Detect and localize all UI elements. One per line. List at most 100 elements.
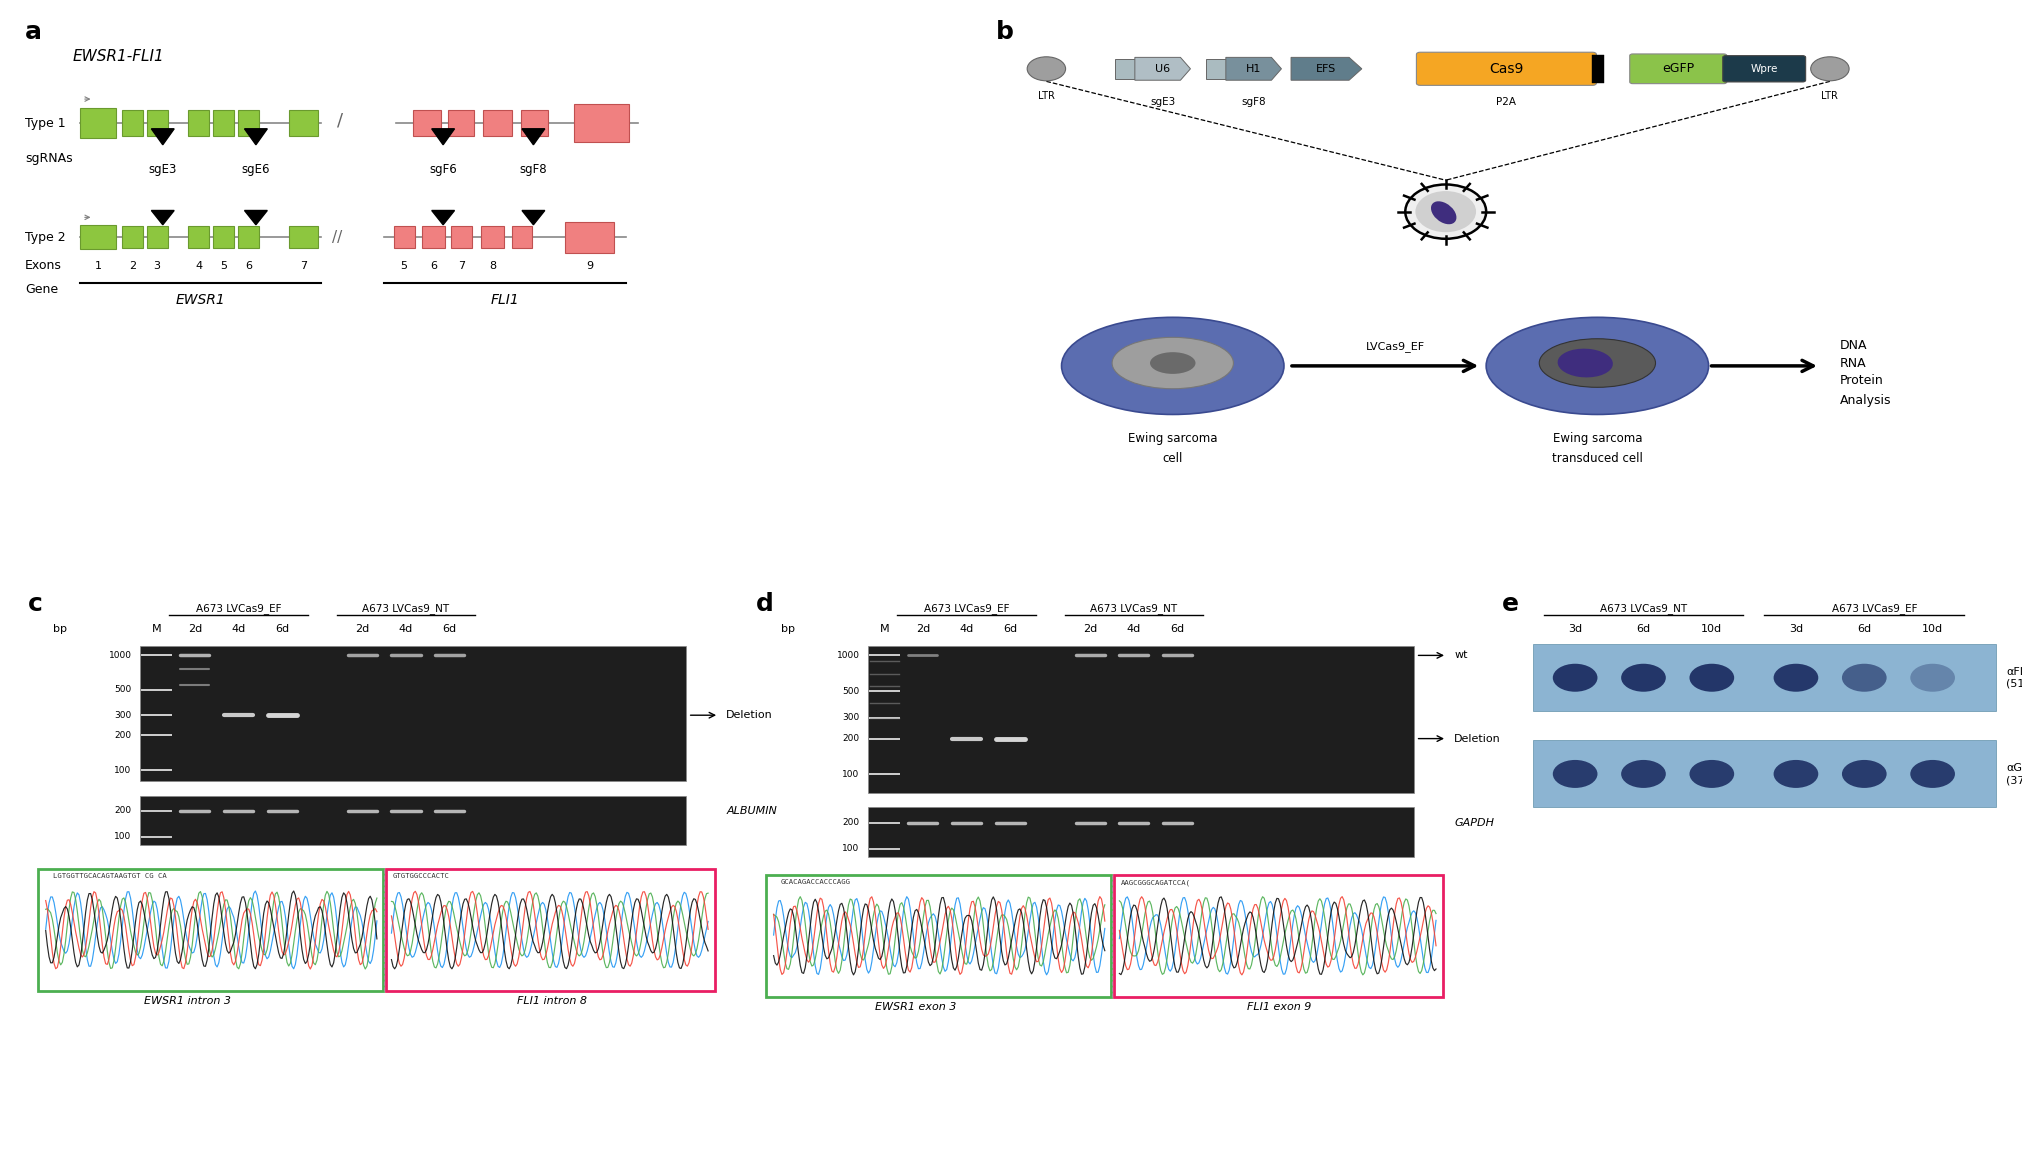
Text: eGFP: eGFP: [1662, 62, 1694, 76]
Text: 10d: 10d: [1701, 624, 1723, 634]
Text: H1: H1: [1246, 64, 1262, 73]
Bar: [140, 646, 685, 781]
Text: 1: 1: [95, 261, 101, 271]
Text: AAGCGGGCAGATCCA(: AAGCGGGCAGATCCA(: [1120, 879, 1191, 886]
Text: //: //: [332, 230, 342, 245]
Text: 5: 5: [220, 261, 226, 271]
Bar: [1114, 874, 1444, 997]
Text: 1000: 1000: [837, 651, 859, 660]
Text: 500: 500: [115, 686, 131, 694]
Bar: [148, 111, 168, 136]
Bar: [1533, 644, 1996, 711]
Text: Analysis: Analysis: [1840, 394, 1891, 407]
Text: A673 LVCas9_NT: A673 LVCas9_NT: [1090, 604, 1177, 614]
Text: e: e: [1502, 592, 1519, 616]
Text: 2d: 2d: [916, 624, 930, 634]
Text: M: M: [152, 624, 162, 634]
Bar: [451, 226, 471, 248]
Text: ALBUMIN: ALBUMIN: [726, 806, 776, 816]
Text: 4d: 4d: [1126, 624, 1140, 634]
Text: Wpre: Wpre: [1751, 64, 1777, 73]
Text: sgE3: sgE3: [1151, 98, 1175, 107]
Bar: [289, 226, 317, 248]
Text: αFLI1
(51KDa): αFLI1 (51KDa): [2006, 667, 2022, 689]
Text: sgE3: sgE3: [148, 163, 178, 176]
Ellipse shape: [1062, 317, 1284, 414]
Text: A673 LVCas9_NT: A673 LVCas9_NT: [1599, 604, 1686, 614]
Text: sgRNAs: sgRNAs: [24, 152, 73, 166]
Text: bp: bp: [53, 624, 67, 634]
Ellipse shape: [1151, 352, 1195, 374]
Text: αGAPDH
(37KDa): αGAPDH (37KDa): [2006, 763, 2022, 785]
Ellipse shape: [1842, 760, 1887, 788]
Text: sgE6: sgE6: [243, 163, 271, 176]
Polygon shape: [1225, 57, 1282, 80]
Text: LGTGGTTGCACAGTAAGTGT CG CA: LGTGGTTGCACAGTAAGTGT CG CA: [53, 873, 166, 879]
Bar: [212, 226, 235, 248]
Polygon shape: [245, 211, 267, 225]
Polygon shape: [245, 128, 267, 145]
Bar: [148, 226, 168, 248]
Text: LVCas9_EF: LVCas9_EF: [1365, 340, 1426, 352]
Text: 7: 7: [457, 261, 465, 271]
Ellipse shape: [1690, 760, 1735, 788]
Ellipse shape: [1553, 760, 1597, 788]
Text: /: /: [338, 111, 344, 129]
Polygon shape: [522, 128, 544, 145]
Ellipse shape: [1911, 663, 1955, 691]
Text: EWSR1: EWSR1: [176, 293, 226, 307]
Text: A673 LVCas9_NT: A673 LVCas9_NT: [362, 604, 449, 614]
Text: 100: 100: [843, 770, 859, 779]
Text: 500: 500: [843, 687, 859, 696]
Text: Exons: Exons: [24, 259, 63, 273]
Text: a: a: [24, 20, 42, 44]
Bar: [81, 225, 115, 250]
Text: LTR: LTR: [1822, 91, 1838, 100]
Text: Ewing sarcoma: Ewing sarcoma: [1128, 431, 1217, 444]
Text: 200: 200: [115, 807, 131, 815]
Bar: [766, 874, 1110, 997]
Text: EWSR1 exon 3: EWSR1 exon 3: [876, 1002, 956, 1012]
Text: 6d: 6d: [1003, 624, 1017, 634]
FancyBboxPatch shape: [1630, 54, 1727, 84]
Text: 4d: 4d: [398, 624, 412, 634]
Text: GAPDH: GAPDH: [1454, 817, 1494, 828]
Bar: [121, 111, 144, 136]
Text: d: d: [756, 592, 772, 616]
Bar: [38, 869, 382, 991]
Text: 3d: 3d: [1789, 624, 1804, 634]
Text: 8: 8: [489, 261, 495, 271]
Text: A673 LVCas9_EF: A673 LVCas9_EF: [1832, 604, 1917, 614]
Text: 2d: 2d: [356, 624, 370, 634]
Ellipse shape: [1432, 202, 1456, 224]
Text: 4d: 4d: [958, 624, 975, 634]
Text: 100: 100: [843, 844, 859, 854]
Text: 200: 200: [843, 735, 859, 743]
Text: Deletion: Deletion: [726, 710, 772, 721]
Text: GTGTGGCCCACTC: GTGTGGCCCACTC: [392, 873, 449, 879]
Text: 6d: 6d: [443, 624, 457, 634]
Text: GCACAGACCACCCAGG: GCACAGACCACCCAGG: [780, 879, 851, 885]
Ellipse shape: [1690, 663, 1735, 691]
Text: FLI1 exon 9: FLI1 exon 9: [1248, 1002, 1312, 1012]
Bar: [1591, 55, 1603, 83]
Ellipse shape: [1112, 337, 1233, 388]
Text: Type 2: Type 2: [24, 231, 65, 244]
Bar: [867, 646, 1413, 793]
Bar: [81, 108, 115, 138]
Bar: [512, 226, 532, 248]
Text: EFS: EFS: [1316, 64, 1337, 73]
Bar: [212, 111, 235, 136]
Text: 6d: 6d: [1636, 624, 1650, 634]
Text: c: c: [28, 592, 42, 616]
Polygon shape: [1134, 57, 1191, 80]
Text: FLI1 intron 8: FLI1 intron 8: [516, 996, 586, 1006]
FancyBboxPatch shape: [1723, 56, 1806, 82]
Bar: [1533, 740, 1996, 807]
Bar: [867, 807, 1413, 857]
Text: 300: 300: [843, 714, 859, 722]
Bar: [481, 226, 503, 248]
Text: 6d: 6d: [1858, 624, 1870, 634]
Ellipse shape: [1773, 663, 1818, 691]
Bar: [188, 111, 210, 136]
